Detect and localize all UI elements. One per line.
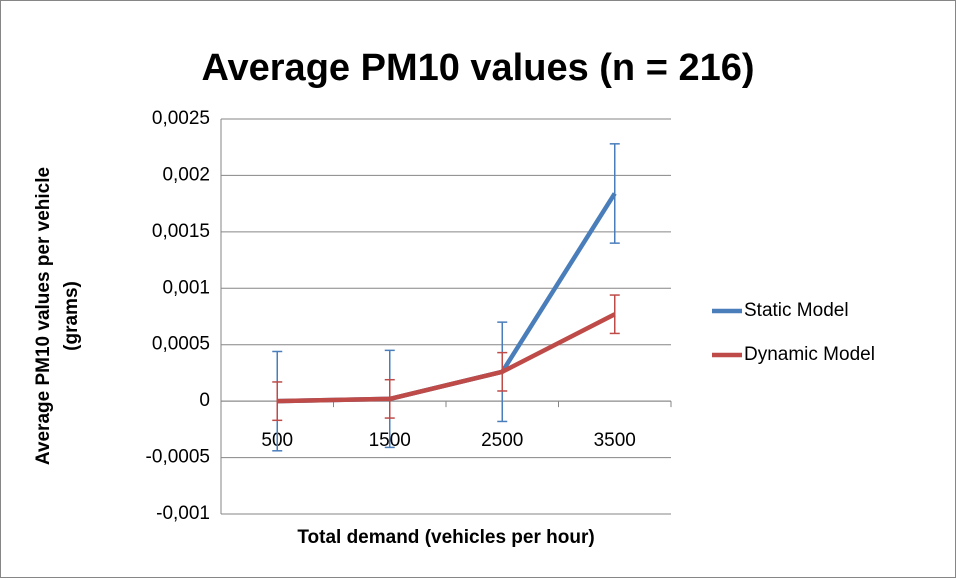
y-tick-label: 0,0025	[152, 108, 210, 129]
legend-label: Dynamic Model	[744, 344, 875, 365]
y-tick-label: 0,001	[162, 277, 210, 298]
series-line	[277, 312, 616, 404]
error-bar	[272, 381, 283, 422]
x-tick-label: 3500	[594, 430, 636, 451]
y-tick-label: -0,001	[156, 503, 210, 524]
x-tick-label: 2500	[481, 430, 523, 451]
y-tick-label: -0,0005	[146, 447, 210, 468]
y-axis-label: (grams)	[61, 281, 82, 351]
y-tick-label: 0,0005	[152, 334, 210, 355]
x-axis-label: Total demand (vehicles per hour)	[297, 527, 594, 548]
y-tick-label: 0,002	[162, 164, 210, 185]
chart-title: Average PM10 values (n = 216)	[201, 47, 754, 89]
y-tick-label: 0	[199, 390, 210, 411]
y-tick-label: 0,0015	[152, 221, 210, 242]
y-axis-label: Average PM10 values per vehicle	[33, 167, 54, 465]
legend-label: Static Model	[744, 300, 849, 321]
